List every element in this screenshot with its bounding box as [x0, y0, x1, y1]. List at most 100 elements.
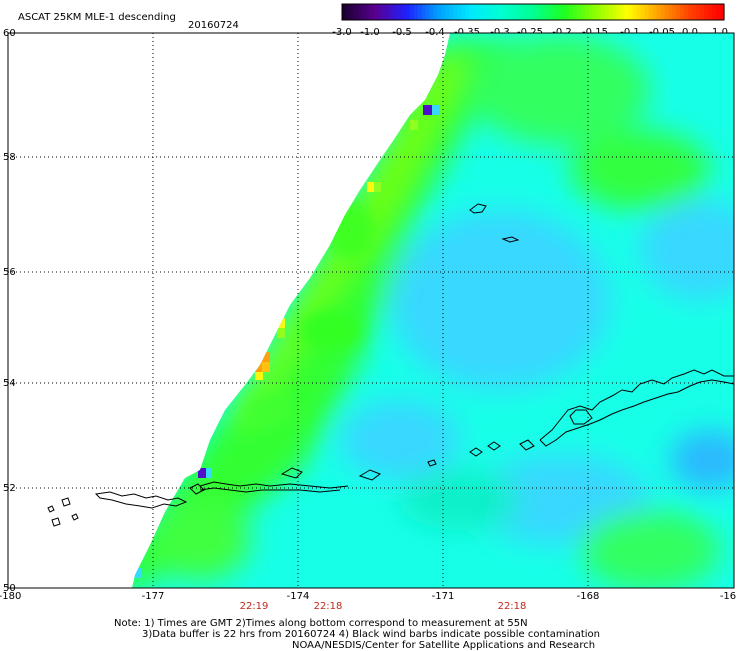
longitude-label: -16: [719, 591, 737, 602]
colorbar-segment: [361, 4, 367, 20]
longitude-label: -180: [0, 591, 22, 602]
colorbar-segment: [632, 4, 638, 20]
colorbar-segment: [624, 4, 630, 20]
colorbar-segment: [708, 4, 713, 20]
time-label: 22:18: [497, 601, 527, 612]
colorbar-segment: [385, 4, 391, 20]
colorbar-segment: [513, 4, 518, 20]
colorbar-segment: [676, 4, 681, 20]
colorbar-segment: [525, 4, 530, 20]
colorbar-segment: [548, 4, 554, 20]
colorbar-segment: [536, 4, 542, 20]
colorbar-segment: [584, 4, 590, 20]
colorbar-segment: [620, 4, 626, 20]
colorbar-segment: [596, 4, 602, 20]
longitude-label: -171: [431, 591, 455, 602]
colorbar-segment: [556, 4, 562, 20]
colorbar-segment: [497, 4, 502, 20]
colorbar-segment: [640, 4, 646, 20]
note-line-3: NOAA/NESDIS/Center for Satellite Applica…: [292, 640, 596, 651]
colorbar-segment: [680, 4, 685, 20]
colorbar-segment: [684, 4, 689, 20]
colorbar-segment: [405, 4, 411, 20]
colorbar-segment: [421, 4, 427, 20]
colorbar-segment: [461, 4, 466, 20]
latitude-label: 50: [3, 583, 16, 594]
colorbar-segment: [521, 4, 526, 20]
colorbar-segment: [389, 4, 395, 20]
colorbar-segment: [648, 4, 653, 20]
colorbar-segment: [533, 4, 538, 20]
colorbar-segment: [616, 4, 622, 20]
latitude-label: 54: [3, 378, 16, 389]
colorbar-segment: [485, 4, 490, 20]
colorbar-segment: [540, 4, 546, 20]
colorbar-segment: [457, 4, 462, 20]
colorbar-segment: [489, 4, 494, 20]
colorbar-segment: [576, 4, 582, 20]
colorbar-segment: [716, 4, 721, 20]
colorbar-segment: [588, 4, 594, 20]
colorbar-segment: [505, 4, 510, 20]
colorbar-segment: [473, 4, 478, 20]
colorbar-segment: [672, 4, 677, 20]
colorbar-segment: [688, 4, 693, 20]
colorbar-segment: [445, 4, 451, 20]
colorbar-segment: [342, 4, 347, 20]
colorbar-segment: [600, 4, 606, 20]
colorbar-segment: [592, 4, 598, 20]
colorbar-segment: [720, 4, 725, 20]
colorbar-segment: [501, 4, 506, 20]
colorbar-segment: [544, 4, 550, 20]
colorbar-segment: [560, 4, 566, 20]
colorbar-segment: [604, 4, 610, 20]
colorbar-segment: [345, 4, 351, 20]
latitude-label: 58: [3, 152, 16, 163]
colorbar-segment: [628, 4, 634, 20]
longitude-label: -168: [576, 591, 600, 602]
colorbar-segment: [369, 4, 375, 20]
time-label: 22:19: [239, 601, 269, 612]
colorbar-segment: [580, 4, 586, 20]
longitude-label: -174: [286, 591, 310, 602]
colorbar-segment: [517, 4, 522, 20]
colorbar-segment: [409, 4, 415, 20]
colorbar-segment: [696, 4, 701, 20]
latitude-label: 56: [3, 267, 16, 278]
colorbar-segment: [608, 4, 614, 20]
colorbar-segment: [349, 4, 355, 20]
longitude-label: -177: [141, 591, 165, 602]
wind-swath: [132, 33, 734, 588]
colorbar-segment: [656, 4, 661, 20]
colorbar-segment: [441, 4, 447, 20]
colorbar-segment: [636, 4, 642, 20]
graticule: [8, 33, 734, 588]
colorbar-segment: [433, 4, 439, 20]
colorbar-segment: [393, 4, 399, 20]
colorbar-segment: [612, 4, 618, 20]
colorbar-segment: [481, 4, 486, 20]
colorbar-segment: [429, 4, 435, 20]
colorbar-segment: [644, 4, 649, 20]
latitude-label: 60: [3, 28, 16, 39]
colorbar-segment: [373, 4, 379, 20]
colorbar-segment: [712, 4, 717, 20]
colorbar-segment: [668, 4, 673, 20]
colorbar-segment: [564, 4, 570, 20]
colorbar-segment: [493, 4, 498, 20]
colorbar-segment: [552, 4, 558, 20]
colorbar-segment: [652, 4, 657, 20]
colorbar-segment: [397, 4, 403, 20]
colorbar: [341, 3, 725, 21]
time-label: 22:18: [313, 601, 343, 612]
colorbar-segment: [700, 4, 705, 20]
colorbar-segment: [377, 4, 383, 20]
map-date: 20160724: [188, 20, 239, 31]
colorbar-segment: [357, 4, 363, 20]
colorbar-segment: [704, 4, 709, 20]
colorbar-segment: [381, 4, 387, 20]
map-title: ASCAT 25KM MLE-1 descending: [18, 12, 176, 23]
note-line-2: 3)Data buffer is 22 hrs from 20160724 4)…: [142, 629, 600, 640]
colorbar-segment: [453, 4, 458, 20]
colorbar-segment: [353, 4, 359, 20]
